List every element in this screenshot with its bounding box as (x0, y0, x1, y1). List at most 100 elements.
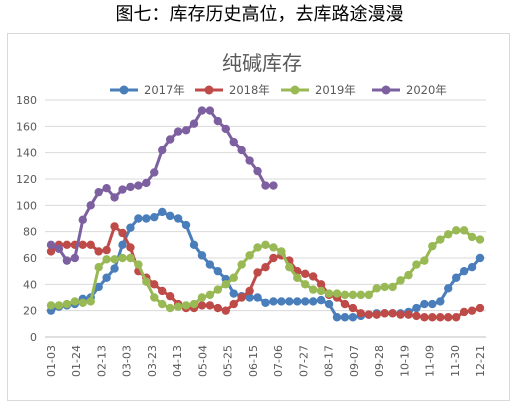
data-point (134, 214, 143, 223)
data-point (459, 307, 469, 317)
data-point (412, 303, 421, 313)
legend-label: 2017年 (144, 83, 185, 97)
x-tick-label: 07-27 (297, 345, 310, 377)
x-tick-label: 05-04 (196, 345, 209, 377)
data-point (451, 313, 461, 322)
data-point (110, 193, 119, 202)
data-point (340, 299, 350, 309)
data-point (467, 232, 477, 242)
data-point (436, 235, 445, 244)
data-point (444, 313, 453, 322)
data-point (388, 309, 397, 318)
data-point (205, 290, 215, 300)
data-point (158, 145, 167, 155)
data-point (94, 282, 103, 292)
x-tick-label: 10-19 (398, 345, 411, 377)
data-point (150, 212, 159, 222)
data-point (396, 310, 405, 319)
data-point (348, 313, 358, 322)
data-point (150, 168, 159, 177)
data-point (62, 256, 72, 265)
data-point (253, 268, 262, 277)
data-point (118, 240, 127, 250)
data-point (364, 290, 373, 300)
data-point (94, 247, 103, 256)
data-point (301, 280, 310, 289)
data-point (229, 299, 238, 309)
data-point (134, 260, 143, 269)
legend-label: 2020年 (406, 83, 447, 97)
x-tick-label: 01-03 (45, 345, 58, 377)
data-point (78, 298, 87, 307)
data-point (475, 303, 485, 313)
chart-title: 纯碱库存 (222, 51, 302, 75)
y-tick-label: 80 (23, 226, 37, 239)
data-point (404, 310, 413, 319)
data-point (86, 201, 95, 210)
x-tick-label: 02-13 (95, 345, 108, 377)
data-point (110, 264, 119, 273)
data-point (301, 269, 310, 278)
data-point (54, 244, 64, 253)
data-point (316, 295, 326, 305)
series-group (46, 106, 485, 322)
data-point (451, 273, 461, 282)
data-point (213, 303, 223, 313)
data-point (221, 306, 230, 315)
data-point (142, 277, 151, 286)
data-point (436, 313, 445, 322)
data-point (150, 280, 159, 289)
data-point (475, 253, 485, 263)
data-point (332, 313, 342, 322)
data-point (420, 313, 429, 322)
data-point (428, 299, 437, 309)
x-tick-label: 07-06 (272, 345, 285, 377)
data-point (253, 293, 262, 302)
y-tick-label: 120 (16, 173, 37, 186)
data-point (253, 243, 262, 252)
data-point (165, 291, 175, 301)
data-point (308, 297, 318, 306)
data-point (372, 310, 381, 319)
data-point (348, 303, 358, 313)
data-point (181, 126, 191, 135)
x-axis: 01-03 01-24 02-13 03-03 03-23 04-13 05-04 05-25… (45, 336, 487, 377)
data-point (189, 119, 199, 128)
data-point (102, 255, 111, 264)
data-point (340, 313, 350, 322)
data-point (110, 255, 119, 264)
data-point (229, 289, 238, 298)
data-point (451, 226, 461, 235)
data-point (261, 240, 270, 250)
y-axis: 0 20 40 60 80 100 120 140 160 180 (16, 94, 37, 344)
data-point (78, 215, 87, 225)
series-2020年 (46, 106, 278, 265)
data-point (86, 297, 95, 306)
data-point (316, 280, 326, 289)
x-tick-label: 09-28 (373, 345, 386, 377)
data-point (173, 127, 183, 136)
data-point (444, 284, 453, 293)
y-tick-label: 100 (16, 199, 37, 212)
data-point (245, 293, 254, 302)
series-2019年 (46, 226, 485, 313)
data-point (364, 310, 373, 319)
x-tick-label: 08-17 (323, 345, 336, 377)
y-tick-label: 40 (23, 278, 37, 291)
data-point (308, 285, 318, 294)
x-tick-label: 11-09 (424, 345, 437, 377)
data-point (285, 263, 294, 272)
x-tick-label: 01-24 (70, 345, 83, 377)
data-point (308, 272, 318, 281)
data-point (70, 253, 80, 263)
data-point (46, 240, 56, 250)
data-point (165, 211, 175, 221)
data-point (229, 273, 238, 282)
data-point (102, 184, 111, 193)
data-point (205, 106, 215, 115)
data-point (261, 263, 270, 272)
data-point (412, 260, 421, 269)
data-point (102, 273, 111, 282)
data-point (245, 251, 254, 260)
